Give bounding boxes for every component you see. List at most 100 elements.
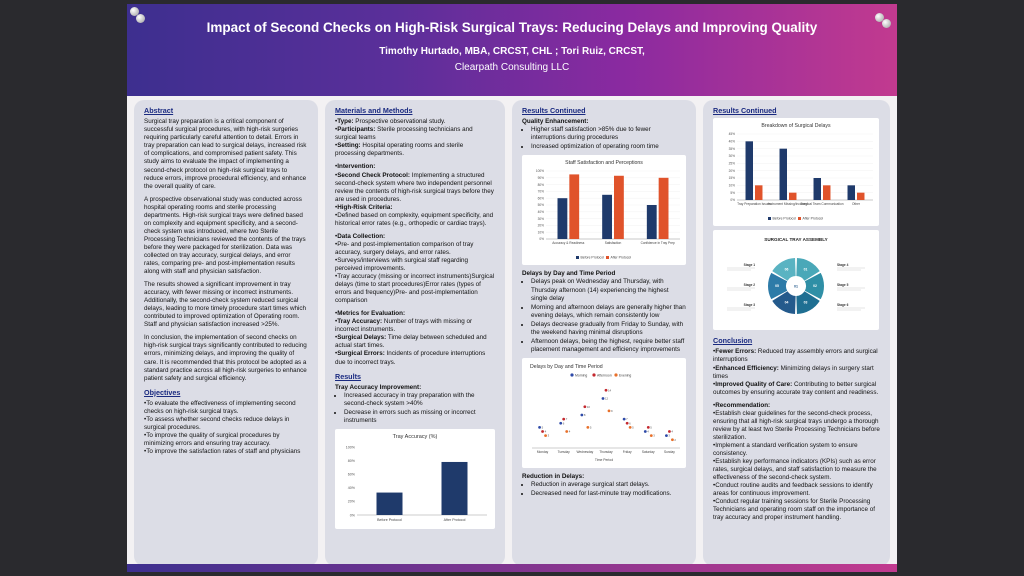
recommendation-item: •Establish key performance indicators (K…: [713, 458, 877, 482]
stage-label: Stage 3: [744, 303, 756, 307]
pin-top-left-2: [136, 14, 145, 23]
method-data-collection: •Data Collection:: [335, 232, 386, 240]
method-high-risk-text: •Defined based on complexity, equipment …: [335, 211, 494, 227]
bar: [557, 198, 568, 240]
data-label: 10: [587, 405, 591, 409]
reduction-list: Reduction in average surgical start dela…: [522, 481, 686, 498]
y-tick-label: 90%: [538, 176, 545, 180]
x-tick-label: Friday: [623, 450, 632, 454]
data-point: [604, 388, 608, 392]
method-second-check: •Second Check Protocol: Implementing a s…: [335, 171, 494, 203]
data-label: 5: [632, 425, 634, 429]
stage-label: Stage 4: [837, 263, 849, 267]
results-continued-column: Results Continued Quality Enhancement: H…: [512, 100, 696, 566]
y-tick-label: 70%: [538, 190, 545, 194]
conclusion-efficiency: •Enhanced Efficiency: Minimizing delays …: [713, 364, 874, 380]
chart-title: Tray Accuracy (%): [393, 434, 438, 440]
staff-satisfaction-chart: Staff Satisfaction and Perceptions 0% 10% 2…: [522, 155, 686, 266]
y-tick-label: 35%: [729, 147, 736, 151]
delays-list: Delays peak on Wednesday and Thursday, w…: [522, 278, 686, 353]
data-point: [607, 409, 611, 413]
x-tick-label: Saturday: [642, 450, 655, 454]
bar: [789, 192, 797, 201]
data-point: [562, 417, 566, 421]
data-label: 4: [647, 429, 649, 433]
assembly-segment: [796, 258, 820, 281]
data-label: 14: [608, 388, 612, 392]
method-dc-item: •Pre- and post-implementation comparison…: [335, 240, 474, 256]
assembly-segment: [772, 258, 796, 281]
data-point: [541, 429, 544, 433]
y-tick-label: 80%: [348, 459, 356, 463]
quality-item: Higher staff satisfaction >85% due to fe…: [531, 126, 686, 142]
abstract-heading: Abstract: [144, 106, 174, 115]
data-label: 4: [545, 429, 547, 433]
legend-swatch: [606, 256, 609, 260]
y-tick-label: 45%: [729, 132, 736, 136]
data-label: 3: [668, 434, 670, 438]
quality-enhancement-heading: Quality Enhancement:: [522, 118, 589, 126]
data-label: 12: [605, 396, 609, 400]
delay-item: Afternoon delays, being the highest, req…: [531, 338, 686, 354]
method-intervention: •Intervention:: [335, 163, 376, 171]
pin-top-right-2: [882, 19, 891, 28]
data-point: [583, 405, 587, 409]
conclusion-heading: Conclusion: [713, 336, 753, 346]
result-item: Increased accuracy in tray preparation w…: [344, 392, 495, 408]
legend-label: Afternoon: [597, 373, 612, 377]
legend-swatch: [592, 373, 596, 377]
recommendation-item: •Implement a standard verification syste…: [713, 441, 858, 457]
assembly-segment-label: 04: [785, 301, 789, 305]
metric-surgical-errors: •Surgical Errors: Incidents of procedure…: [335, 350, 486, 366]
data-point: [559, 421, 563, 425]
data-label: 5: [590, 425, 592, 429]
results-continued-heading-2: Results Continued: [713, 106, 777, 115]
objective-item: •To improve the quality of surgical proc…: [144, 432, 280, 448]
x-tick-label: After Protocol: [444, 518, 466, 522]
data-point: [586, 425, 590, 429]
y-tick-label: 10%: [729, 184, 736, 188]
bar: [813, 178, 821, 201]
legend-label: Morning: [575, 373, 587, 377]
assembly-segment: [768, 273, 788, 300]
tray-assembly-svg: SURGICAL TRAY ASSEMBLY 01 02 03 04 05 06 01 Sta…: [727, 237, 865, 315]
y-tick-label: 30%: [538, 217, 545, 221]
abstract-paragraph: A prospective observational study was co…: [144, 195, 306, 276]
tray-assembly-diagram: SURGICAL TRAY ASSEMBLY 01 02 03 04 05 06 01 Sta…: [713, 230, 879, 331]
data-label: 4: [671, 429, 673, 433]
data-label: 7: [626, 417, 628, 421]
assembly-segment: [804, 273, 824, 300]
method-setting: •Setting: Hospital operating rooms and s…: [335, 142, 464, 158]
recommendation-item: •Establish clear guidelines for the seco…: [713, 409, 880, 441]
bar: [614, 176, 624, 240]
methods-heading: Materials and Methods: [335, 106, 413, 115]
data-label: 7: [566, 417, 568, 421]
y-tick-label: 30%: [729, 154, 736, 158]
tray-accuracy-improvement: Tray Accuracy Improvement:: [335, 383, 422, 391]
abstract-paragraph: Surgical tray preparation is a critical …: [144, 118, 307, 190]
legend-swatch: [614, 373, 618, 377]
recommendation-item: •Conduct routine audits and feedback ses…: [713, 482, 873, 498]
y-tick-label: 10%: [538, 231, 545, 235]
legend-swatch: [798, 217, 801, 221]
data-point: [628, 425, 632, 429]
y-tick-label: 60%: [538, 197, 545, 201]
data-label: 3: [653, 434, 655, 438]
abstract-paragraph: In conclusion, the implementation of sec…: [144, 334, 307, 382]
poster-header: Impact of Second Checks on High-Risk Sur…: [127, 4, 897, 96]
method-participants: •Participants: Sterile processing techni…: [335, 126, 473, 142]
delay-item: Morning and afternoon delays are general…: [531, 304, 686, 320]
x-tick-label: Sunday: [664, 450, 675, 454]
reduction-item: Reduction in average surgical start dela…: [531, 481, 686, 489]
delays-heading: Delays by Day and Time Period: [522, 270, 616, 278]
bar: [658, 178, 669, 240]
legend-label: Before Protocol: [581, 256, 605, 260]
reduction-item: Decreased need for last-minute tray modi…: [531, 490, 686, 498]
method-type: •Type: Prospective observational study.: [335, 118, 446, 126]
bar: [779, 148, 787, 201]
chart-title: Delays by Day and Time Period: [530, 364, 603, 370]
assembly-center-label: 01: [794, 285, 798, 289]
assembly-title: SURGICAL TRAY ASSEMBLY: [764, 237, 827, 242]
x-tick-label: Satisfaction: [605, 241, 622, 245]
legend-swatch: [768, 217, 771, 221]
